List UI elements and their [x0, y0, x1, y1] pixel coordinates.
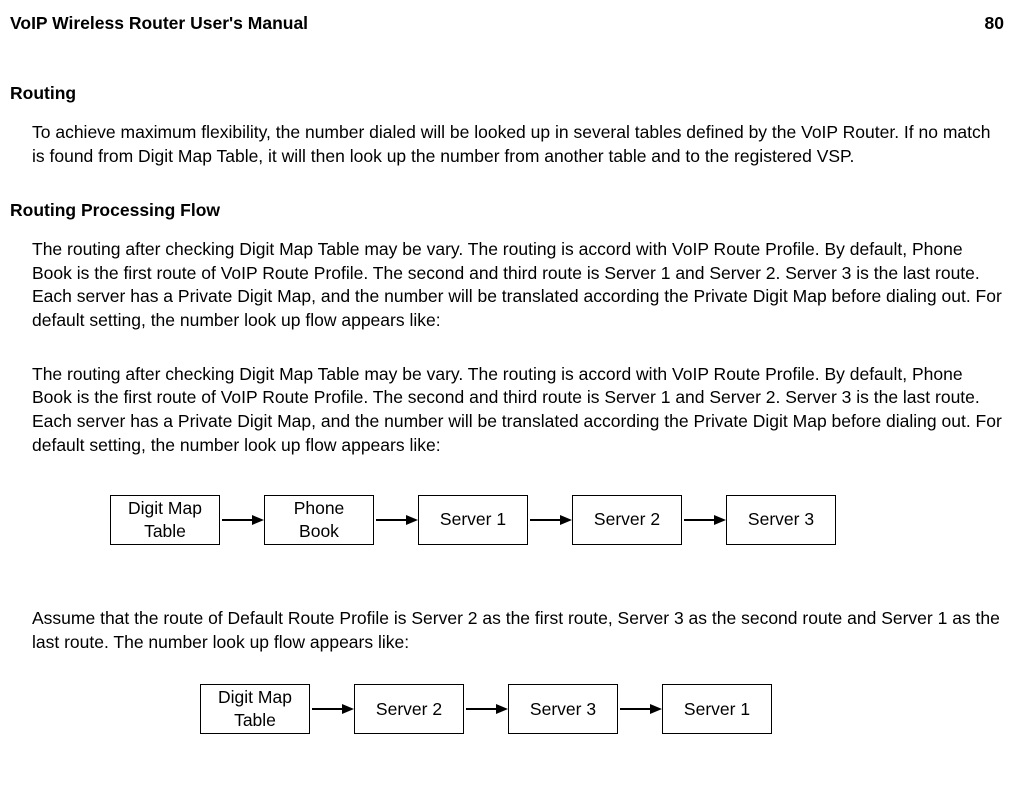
flow1-box-digit-map: Digit Map Table	[110, 495, 220, 545]
arrow-icon	[618, 704, 662, 714]
flow2-box-digit-map: Digit Map Table	[200, 684, 310, 734]
flow1-box-server3: Server 3	[726, 495, 836, 545]
flow1-box-phone-book: Phone Book	[264, 495, 374, 545]
arrow-icon	[374, 515, 418, 525]
flow2-box-server3: Server 3	[508, 684, 618, 734]
flow2-box-server1: Server 1	[662, 684, 772, 734]
arrow-icon	[464, 704, 508, 714]
doc-title: VoIP Wireless Router User's Manual	[10, 12, 308, 36]
flow-diagram-2: Digit Map Table Server 2 Server 3 Server…	[200, 684, 1004, 734]
section-routing-flow-heading: Routing Processing Flow	[10, 199, 1004, 223]
routing-flow-para2: The routing after checking Digit Map Tab…	[32, 363, 1004, 458]
arrow-icon	[528, 515, 572, 525]
arrow-icon	[220, 515, 264, 525]
doc-header: VoIP Wireless Router User's Manual 80	[10, 12, 1004, 36]
flow1-box-server2: Server 2	[572, 495, 682, 545]
arrow-icon	[682, 515, 726, 525]
arrow-icon	[310, 704, 354, 714]
flow2-box-server2: Server 2	[354, 684, 464, 734]
section-routing-body: To achieve maximum flexibility, the numb…	[32, 121, 1004, 168]
flow-diagram-1: Digit Map Table Phone Book Server 1 Serv…	[110, 495, 1004, 545]
routing-flow-para3: Assume that the route of Default Route P…	[32, 607, 1004, 654]
section-routing-heading: Routing	[10, 82, 1004, 106]
page-number: 80	[985, 12, 1004, 36]
flow1-box-server1: Server 1	[418, 495, 528, 545]
routing-flow-para1: The routing after checking Digit Map Tab…	[32, 238, 1004, 333]
